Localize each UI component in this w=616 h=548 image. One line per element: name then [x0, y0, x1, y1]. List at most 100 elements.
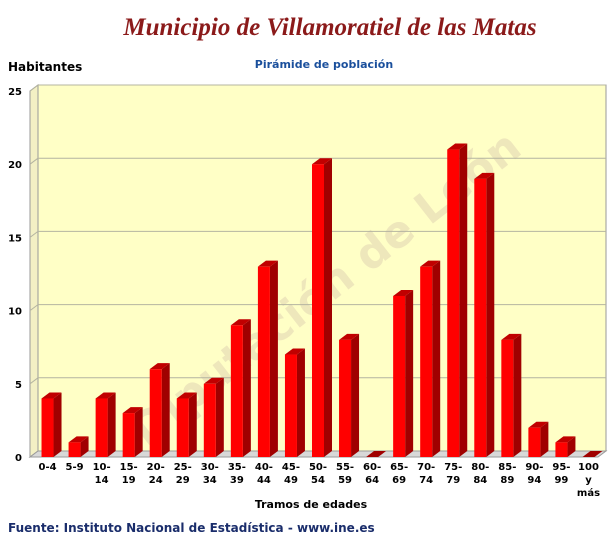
bar-front	[203, 383, 216, 457]
x-tick-label: 50-54	[309, 462, 327, 486]
bar-front	[555, 442, 568, 457]
bar-side	[107, 392, 116, 457]
bar-side	[486, 172, 495, 457]
x-tick-label: 40-44	[255, 462, 273, 486]
y-tick-label: 0	[15, 453, 22, 464]
bar-side	[134, 407, 143, 457]
gridline-side	[29, 230, 39, 238]
bar	[257, 260, 278, 457]
bar-top	[312, 158, 332, 165]
x-tick-label: 65-69	[390, 462, 408, 486]
bar-side	[324, 158, 332, 457]
x-tick-label: 15-19	[120, 462, 138, 486]
x-tick-label: 10-14	[93, 462, 111, 486]
bar	[447, 143, 468, 457]
bar-top	[474, 172, 495, 179]
bars	[41, 143, 603, 457]
bar-side	[513, 333, 522, 457]
bar	[312, 158, 332, 457]
bar-front	[95, 398, 108, 457]
bar-side	[161, 363, 170, 457]
bar-side	[432, 260, 441, 457]
y-tick-label: 5	[15, 380, 22, 391]
bar-side	[540, 421, 549, 457]
bar-front	[528, 427, 541, 457]
bar	[501, 333, 522, 457]
bar-flat	[366, 451, 387, 457]
bar-top	[68, 436, 89, 443]
page-title: Municipio de Villamoratiel de las Matas	[123, 14, 537, 41]
x-axis-title: Tramos de edades	[254, 498, 368, 511]
bar-front	[339, 339, 352, 457]
bar	[420, 260, 441, 457]
bar-front	[41, 398, 54, 457]
bar-top	[393, 289, 414, 296]
bar-side	[242, 319, 251, 457]
bar	[582, 451, 603, 457]
bar-top	[339, 333, 360, 340]
x-tick-label: 25-29	[174, 462, 192, 486]
gridline-side	[29, 377, 39, 385]
bar	[203, 377, 224, 457]
bar-side	[215, 377, 224, 457]
bar-top	[528, 421, 549, 428]
y-tick-label: 25	[8, 87, 22, 98]
bar	[393, 289, 414, 457]
x-tick-label: 45-49	[282, 462, 300, 486]
gridline-side	[29, 157, 39, 165]
bar-front	[474, 178, 487, 457]
y-axis-title: Habitantes	[8, 60, 83, 74]
bar-top	[284, 348, 305, 355]
bar-front	[230, 325, 243, 457]
bar	[339, 333, 360, 457]
bar-top	[41, 392, 62, 399]
bar-front	[501, 339, 514, 457]
bar-top	[95, 392, 116, 399]
bar-side	[405, 289, 414, 457]
bar-side	[351, 333, 360, 457]
bar	[122, 407, 143, 457]
bar-front	[257, 266, 270, 457]
source-note: Fuente: Instituto Nacional de Estadístic…	[8, 521, 375, 535]
bar	[41, 392, 62, 457]
bar-front	[176, 398, 189, 457]
bar-side	[188, 392, 197, 457]
bar-flat	[582, 451, 603, 457]
plot-side-wall	[29, 84, 39, 458]
y-tick-label: 15	[8, 233, 22, 244]
bar-top	[447, 143, 468, 150]
bar	[555, 436, 576, 457]
x-tick-label: 5-9	[66, 462, 84, 473]
bar	[528, 421, 549, 457]
bar-side	[269, 260, 278, 457]
x-tick-label: 85-89	[498, 462, 516, 486]
bar-front	[149, 369, 162, 457]
bar-side	[459, 143, 468, 457]
x-tick-label: 75-79	[444, 462, 462, 486]
bar-top	[230, 319, 251, 326]
gridline-side	[29, 304, 39, 312]
x-tick-label: 60-64	[363, 462, 381, 486]
bar-top	[149, 363, 170, 370]
x-tick-label: 80-84	[471, 462, 489, 486]
bar-front	[393, 295, 406, 457]
bar-front	[284, 354, 297, 457]
bar-top	[501, 333, 522, 340]
bar	[230, 319, 251, 457]
bar-top	[257, 260, 278, 267]
bar	[366, 451, 387, 457]
bar-front	[122, 413, 135, 457]
bar-top	[122, 407, 143, 414]
bar-top	[555, 436, 576, 443]
bar-front	[420, 266, 433, 457]
bar	[284, 348, 305, 457]
y-tick-label: 20	[8, 160, 22, 171]
bar-side	[53, 392, 62, 457]
x-tick-label: 70-74	[417, 462, 435, 486]
bar	[474, 172, 495, 457]
x-tick-label: 0-4	[38, 462, 56, 473]
x-tick-label: 100 y más	[577, 462, 600, 499]
x-tick-label: 30-34	[201, 462, 219, 486]
x-tick-label: 95-99	[552, 462, 570, 486]
